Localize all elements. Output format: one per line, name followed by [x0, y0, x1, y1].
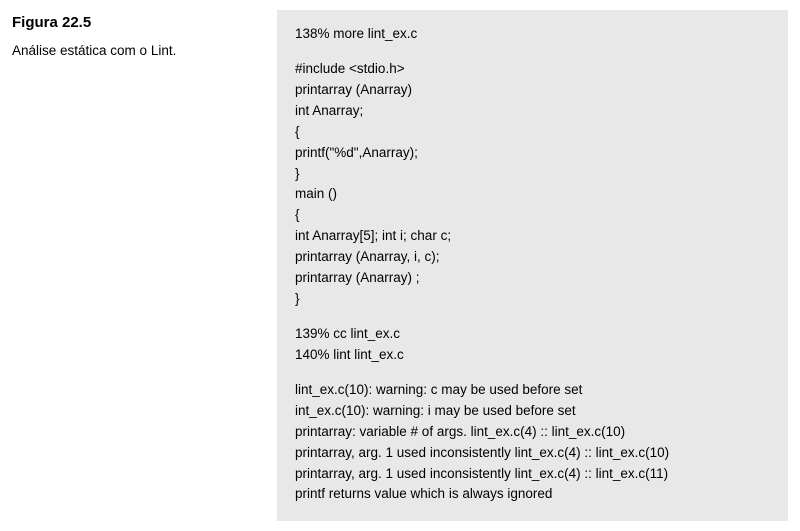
- code-line: 140% lint lint_ex.c: [295, 345, 770, 366]
- blank-line: [295, 366, 770, 380]
- code-line: }: [295, 289, 770, 310]
- figure-title: Figura 22.5: [12, 14, 257, 31]
- code-line: int Anarray[5]; int i; char c;: [295, 226, 770, 247]
- code-line: printarray (Anarray, i, c);: [295, 247, 770, 268]
- code-line: int Anarray;: [295, 101, 770, 122]
- code-line: printarray: variable # of args. lint_ex.…: [295, 422, 770, 443]
- code-line: #include <stdio.h>: [295, 59, 770, 80]
- code-line: lint_ex.c(10): warning: c may be used be…: [295, 380, 770, 401]
- code-line: printf returns value which is always ign…: [295, 484, 770, 505]
- figure-label-column: Figura 22.5 Análise estática com o Lint.: [12, 10, 277, 521]
- code-line: {: [295, 122, 770, 143]
- code-listing-panel: 138% more lint_ex.c#include <stdio.h>pri…: [277, 10, 788, 521]
- code-line: printarray (Anarray) ;: [295, 268, 770, 289]
- code-line: printarray (Anarray): [295, 80, 770, 101]
- code-line: printf("%d",Anarray);: [295, 143, 770, 164]
- code-line: printarray, arg. 1 used inconsistently l…: [295, 464, 770, 485]
- code-line: {: [295, 205, 770, 226]
- figure-caption: Análise estática com o Lint.: [12, 41, 257, 61]
- code-line: 139% cc lint_ex.c: [295, 324, 770, 345]
- code-line: printarray, arg. 1 used inconsistently l…: [295, 443, 770, 464]
- blank-line: [295, 310, 770, 324]
- blank-line: [295, 45, 770, 59]
- code-line: }: [295, 164, 770, 185]
- code-line: main (): [295, 184, 770, 205]
- code-line: int_ex.c(10): warning: i may be used bef…: [295, 401, 770, 422]
- code-line: 138% more lint_ex.c: [295, 24, 770, 45]
